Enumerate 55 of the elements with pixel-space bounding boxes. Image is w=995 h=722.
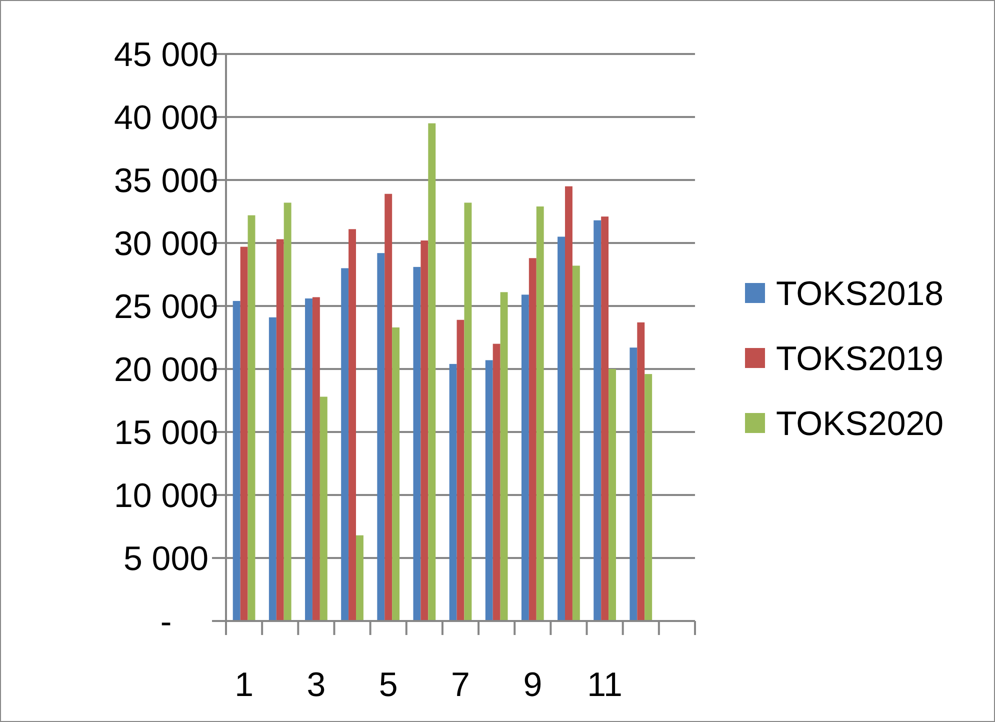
bar <box>601 216 609 621</box>
bar <box>232 300 240 621</box>
x-tick-label: 5 <box>378 666 398 704</box>
legend-label: TOKS2018 <box>776 274 944 313</box>
bar <box>240 246 248 621</box>
bar <box>392 327 400 621</box>
y-tick-label: 25 000 <box>114 288 218 326</box>
bar <box>341 268 349 621</box>
bar <box>356 535 364 621</box>
bar <box>456 320 464 621</box>
x-tick-label: 9 <box>523 666 542 704</box>
bar <box>276 239 284 621</box>
bar <box>500 292 508 621</box>
y-tick-label: 35 000 <box>114 162 218 200</box>
bar <box>536 206 544 621</box>
bar <box>558 236 566 621</box>
bar <box>449 364 457 621</box>
bar <box>268 317 276 621</box>
bar <box>521 294 529 621</box>
bar <box>305 298 312 621</box>
bar <box>384 194 392 621</box>
bar <box>608 369 616 621</box>
bar <box>485 360 493 621</box>
bar <box>644 374 652 621</box>
bar <box>377 253 385 621</box>
x-tick-label: 7 <box>451 666 470 704</box>
bar <box>413 266 421 621</box>
x-tick-label: 1 <box>234 666 254 704</box>
bar <box>320 396 328 621</box>
bar <box>284 202 292 621</box>
y-tick-label: - <box>160 602 172 641</box>
y-tick-label: 45 000 <box>114 36 218 74</box>
bar <box>492 344 500 621</box>
y-tick-label: 40 000 <box>114 98 218 137</box>
x-tick-label: 3 <box>306 666 326 704</box>
bar <box>637 322 645 621</box>
y-tick-label: 15 000 <box>114 414 218 452</box>
y-tick-label: 30 000 <box>114 224 218 263</box>
bar <box>594 220 602 621</box>
bar <box>528 258 536 621</box>
y-tick-label: 5 000 <box>123 540 209 578</box>
y-tick-label: 20 000 <box>114 350 218 389</box>
bar <box>348 229 356 621</box>
bar <box>630 348 638 621</box>
bar <box>248 215 256 621</box>
bar <box>428 123 436 621</box>
y-tick-label: 10 000 <box>114 476 218 515</box>
x-tick-label: 11 <box>587 666 622 704</box>
bar <box>420 240 428 621</box>
bar <box>565 186 572 621</box>
legend-label: TOKS2019 <box>776 340 944 378</box>
bar <box>312 297 320 621</box>
legend-label: TOKS2020 <box>776 404 944 443</box>
bar <box>464 202 472 621</box>
bar <box>572 266 580 621</box>
